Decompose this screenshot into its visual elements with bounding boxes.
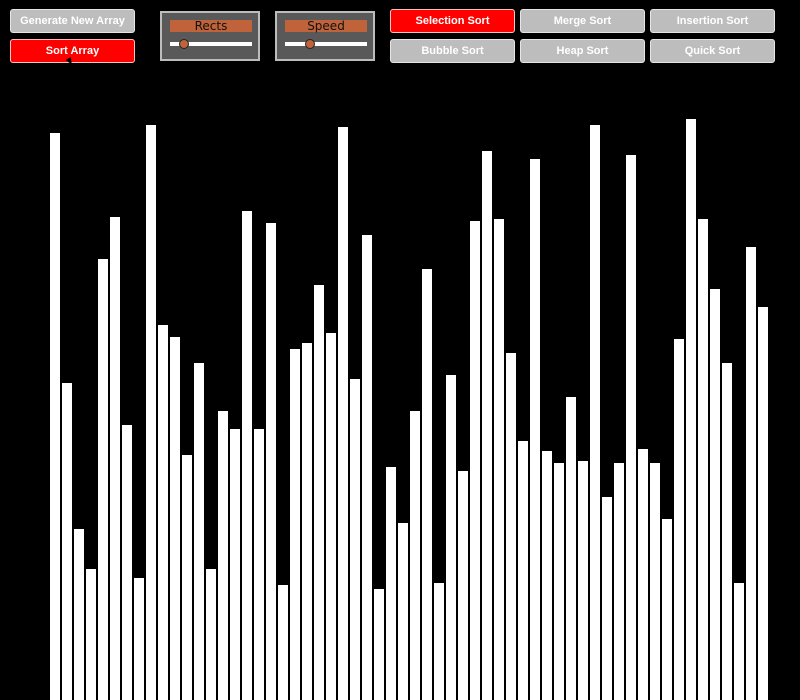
array-bar: [338, 127, 348, 700]
array-bar: [746, 247, 756, 700]
array-bar: [602, 497, 612, 700]
selection-sort-button[interactable]: Selection Sort: [390, 9, 515, 33]
array-bar: [230, 429, 240, 700]
array-bar: [734, 583, 744, 700]
array-bar: [122, 425, 132, 700]
array-bar: [158, 325, 168, 700]
array-bar: [482, 151, 492, 700]
array-bar: [710, 289, 720, 700]
array-bar: [50, 133, 60, 700]
array-bar: [494, 219, 504, 700]
array-bar: [314, 285, 324, 700]
array-bar: [470, 221, 480, 700]
array-bar: [722, 363, 732, 700]
array-bar: [410, 411, 420, 700]
array-bar: [434, 583, 444, 700]
array-bar: [98, 259, 108, 700]
array-bar: [422, 269, 432, 700]
array-bar: [506, 353, 516, 700]
array-bar: [206, 569, 216, 700]
array-bar: [698, 219, 708, 700]
array-bar: [86, 569, 96, 700]
array-bar: [74, 529, 84, 700]
array-bar: [686, 119, 696, 700]
array-bar: [662, 519, 672, 700]
rects-slider-track[interactable]: [170, 42, 252, 46]
array-bar: [302, 343, 312, 700]
generate-new-array-button[interactable]: Generate New Array: [10, 9, 135, 33]
insertion-sort-button[interactable]: Insertion Sort: [650, 9, 775, 33]
array-bar: [134, 578, 144, 700]
array-bar: [650, 463, 660, 700]
rects-slider-label: Rects: [170, 20, 252, 32]
speed-slider-track[interactable]: [285, 42, 367, 46]
array-bar: [218, 411, 228, 700]
array-bar: [290, 349, 300, 700]
array-bar: [626, 155, 636, 700]
array-bar: [638, 449, 648, 700]
quick-sort-button[interactable]: Quick Sort: [650, 39, 775, 63]
array-bar: [266, 223, 276, 700]
array-bar: [62, 383, 72, 700]
array-bar: [350, 379, 360, 700]
array-bar: [758, 307, 768, 700]
array-bar: [326, 333, 336, 700]
array-bar: [146, 125, 156, 700]
rects-slider-panel: Rects: [160, 11, 260, 61]
array-bar: [554, 463, 564, 700]
array-bar: [446, 375, 456, 700]
array-bar: [242, 211, 252, 700]
speed-slider-thumb[interactable]: [304, 39, 315, 49]
merge-sort-button[interactable]: Merge Sort: [520, 9, 645, 33]
array-bar: [590, 125, 600, 700]
speed-slider-panel: Speed: [275, 11, 375, 61]
sort-array-button[interactable]: Sort Array: [10, 39, 135, 63]
array-bar: [194, 363, 204, 700]
array-bar: [170, 337, 180, 700]
array-bar: [182, 455, 192, 700]
array-bar: [566, 397, 576, 700]
array-bar: [518, 441, 528, 700]
array-bar: [542, 451, 552, 700]
array-bar: [386, 467, 396, 700]
array-bar: [674, 339, 684, 700]
array-bar: [278, 585, 288, 700]
array-bar: [110, 217, 120, 700]
array-bar: [530, 159, 540, 700]
heap-sort-button[interactable]: Heap Sort: [520, 39, 645, 63]
bubble-sort-button[interactable]: Bubble Sort: [390, 39, 515, 63]
array-bar: [362, 235, 372, 700]
speed-slider-label: Speed: [285, 20, 367, 32]
array-bar: [374, 589, 384, 700]
array-bar: [254, 429, 264, 700]
array-bar: [398, 523, 408, 700]
rects-slider-thumb[interactable]: [178, 39, 189, 49]
array-bar: [578, 461, 588, 700]
array-bar: [614, 463, 624, 700]
array-bar: [458, 471, 468, 700]
